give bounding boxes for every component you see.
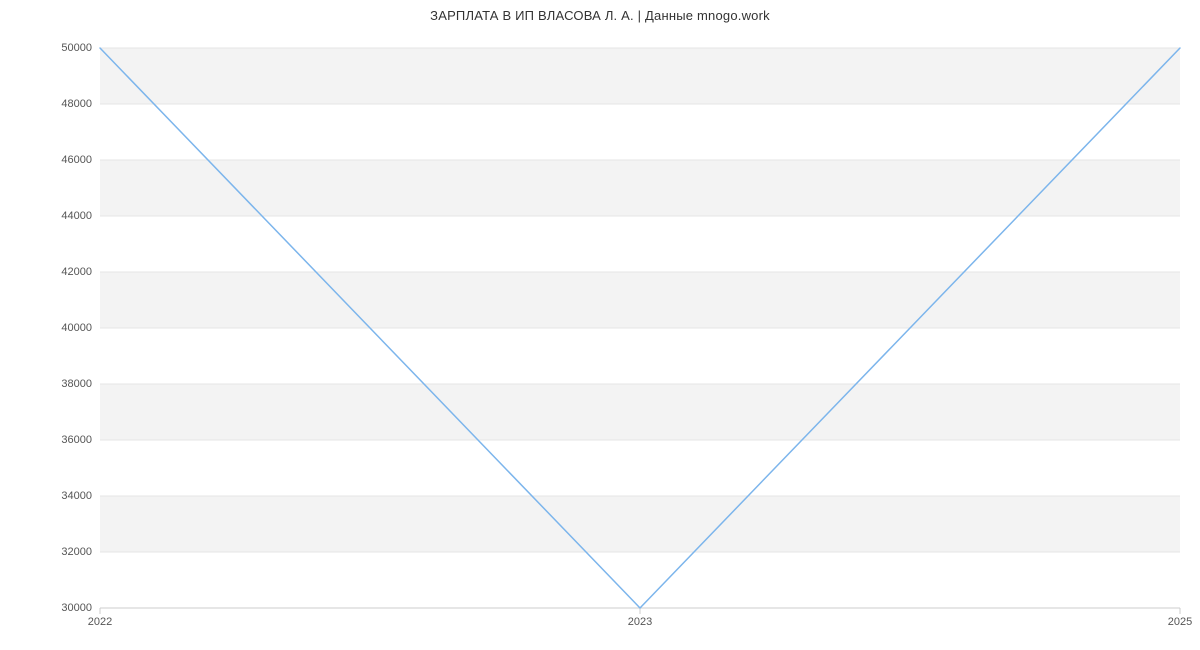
chart-title: ЗАРПЛАТА В ИП ВЛАСОВА Л. А. | Данные mno… [0,8,1200,23]
plot-area: 3000032000340003600038000400004200044000… [100,48,1180,608]
y-tick-label: 48000 [61,98,92,110]
x-tick-label: 2022 [88,616,112,628]
y-tick-label: 40000 [61,322,92,334]
y-tick-label: 32000 [61,546,92,558]
y-tick-label: 44000 [61,210,92,222]
y-tick-label: 38000 [61,378,92,390]
plot-svg [100,48,1180,608]
y-tick-label: 30000 [61,602,92,614]
y-tick-label: 46000 [61,154,92,166]
x-tick-label: 2023 [628,616,652,628]
y-tick-label: 34000 [61,490,92,502]
salary-line-chart: ЗАРПЛАТА В ИП ВЛАСОВА Л. А. | Данные mno… [0,0,1200,650]
x-tick-label: 2025 [1168,616,1192,628]
y-tick-label: 42000 [61,266,92,278]
y-tick-label: 36000 [61,434,92,446]
y-tick-label: 50000 [61,42,92,54]
